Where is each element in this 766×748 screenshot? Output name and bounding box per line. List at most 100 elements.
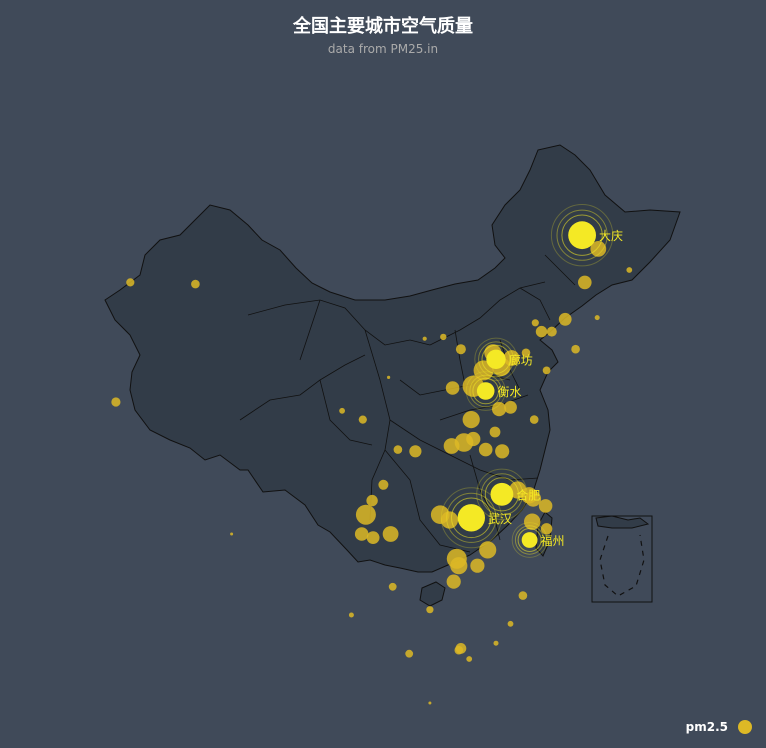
- south-sea-inset: [591, 515, 653, 603]
- pm25-point[interactable]: [546, 326, 557, 337]
- top-city-point[interactable]: [486, 349, 506, 369]
- pm25-point[interactable]: [492, 402, 507, 417]
- pm25-point[interactable]: [366, 494, 378, 507]
- pm25-point[interactable]: [578, 275, 592, 290]
- pm25-point[interactable]: [520, 487, 538, 504]
- pm25-point[interactable]: [443, 438, 460, 454]
- top-city-point[interactable]: [490, 482, 514, 506]
- pm25-point[interactable]: [466, 431, 481, 447]
- pm25-point[interactable]: [230, 532, 234, 536]
- pm25-point[interactable]: [462, 411, 480, 429]
- pm25-point[interactable]: [558, 312, 572, 326]
- pm25-point[interactable]: [454, 645, 464, 655]
- ripple-ring: [550, 204, 614, 267]
- pm25-point[interactable]: [446, 574, 461, 589]
- ripple-ring: [446, 492, 497, 543]
- pm25-point[interactable]: [542, 366, 551, 375]
- ripple-ring: [481, 344, 511, 374]
- ripple-ring: [472, 377, 500, 405]
- pm25-point[interactable]: [422, 336, 427, 341]
- province-borders: [239, 254, 576, 553]
- city-label: 衡水: [498, 385, 522, 399]
- pm25-point[interactable]: [529, 415, 539, 424]
- pm25-point[interactable]: [393, 445, 403, 454]
- pm25-point[interactable]: [354, 527, 369, 541]
- pm25-point[interactable]: [445, 381, 460, 395]
- ripple-ring: [514, 525, 545, 555]
- ripple-ring: [480, 473, 523, 516]
- ripple-ring: [476, 468, 528, 520]
- pm25-point[interactable]: [489, 426, 501, 438]
- pm25-point[interactable]: [507, 620, 514, 627]
- ripple-ring: [478, 341, 514, 378]
- pm25-point[interactable]: [382, 526, 399, 542]
- city-label: 廊坊: [509, 352, 533, 367]
- pm25-point[interactable]: [493, 640, 499, 646]
- ripple-ring: [556, 209, 608, 261]
- ripple-ring: [451, 497, 492, 539]
- pm25-point[interactable]: [426, 606, 434, 614]
- pm25-point[interactable]: [479, 541, 497, 559]
- pm25-point[interactable]: [388, 582, 397, 591]
- pm25-point[interactable]: [590, 241, 607, 257]
- top-city-point[interactable]: [457, 504, 485, 532]
- pm25-point[interactable]: [366, 531, 380, 544]
- pm25-point[interactable]: [478, 442, 493, 457]
- ripple-ring: [440, 487, 502, 549]
- ripple-ring: [561, 214, 603, 256]
- pm25-point[interactable]: [126, 278, 135, 287]
- pm25-point[interactable]: [521, 348, 531, 358]
- pm25-point[interactable]: [455, 344, 466, 355]
- pm25-point[interactable]: [531, 319, 539, 327]
- city-label: 大庆: [599, 229, 623, 243]
- city-label: 福州: [541, 533, 565, 548]
- pm25-point[interactable]: [524, 513, 541, 530]
- top-city-point[interactable]: [476, 382, 495, 400]
- legend-label: pm2.5: [685, 720, 728, 734]
- chart-title: 全国主要城市空气质量: [293, 16, 473, 37]
- pm25-point[interactable]: [191, 279, 200, 289]
- pm25-point[interactable]: [440, 511, 459, 529]
- pm25-point[interactable]: [358, 415, 367, 424]
- top-city-point[interactable]: [568, 221, 596, 250]
- city-label: 合肥: [516, 487, 540, 502]
- pm25-point[interactable]: [355, 504, 376, 525]
- ripple-ring: [517, 528, 542, 552]
- pm25-point[interactable]: [540, 523, 553, 535]
- legend[interactable]: pm2.5: [686, 720, 752, 734]
- pm25-point[interactable]: [626, 267, 633, 273]
- top-city-point[interactable]: [521, 532, 538, 548]
- pm25-point[interactable]: [440, 333, 447, 341]
- nine-dash-line: [599, 534, 645, 597]
- pm25-point[interactable]: [405, 649, 414, 658]
- pm25-point[interactable]: [339, 407, 345, 414]
- pm25-point[interactable]: [571, 344, 580, 354]
- ripple-ring: [465, 371, 506, 411]
- china-outline: [104, 144, 681, 573]
- pm25-point[interactable]: [428, 701, 432, 705]
- pm25-point[interactable]: [503, 350, 520, 366]
- pm25-point[interactable]: [111, 397, 121, 407]
- ripple-ring: [511, 522, 548, 558]
- pm25-point[interactable]: [466, 656, 473, 662]
- legend-marker-icon: [738, 720, 752, 734]
- city-label: 武汉: [488, 512, 512, 526]
- pm25-point[interactable]: [348, 612, 354, 618]
- pm25-point[interactable]: [378, 479, 389, 490]
- pm25-point[interactable]: [518, 591, 528, 600]
- chart-subtitle: data from PM25.in: [327, 42, 439, 56]
- pm25-point[interactable]: [495, 444, 510, 459]
- pm25-point[interactable]: [470, 558, 485, 573]
- pm25-point[interactable]: [504, 400, 517, 414]
- pm25-point[interactable]: [535, 325, 548, 338]
- ripple-ring: [484, 477, 519, 512]
- hainan-outline: [419, 581, 446, 607]
- pm25-point[interactable]: [450, 557, 468, 575]
- ripple-ring: [469, 374, 503, 408]
- pm25-point[interactable]: [409, 445, 422, 458]
- pm25-point[interactable]: [387, 375, 391, 379]
- pm25-point[interactable]: [538, 499, 553, 513]
- pm25-point[interactable]: [594, 315, 600, 321]
